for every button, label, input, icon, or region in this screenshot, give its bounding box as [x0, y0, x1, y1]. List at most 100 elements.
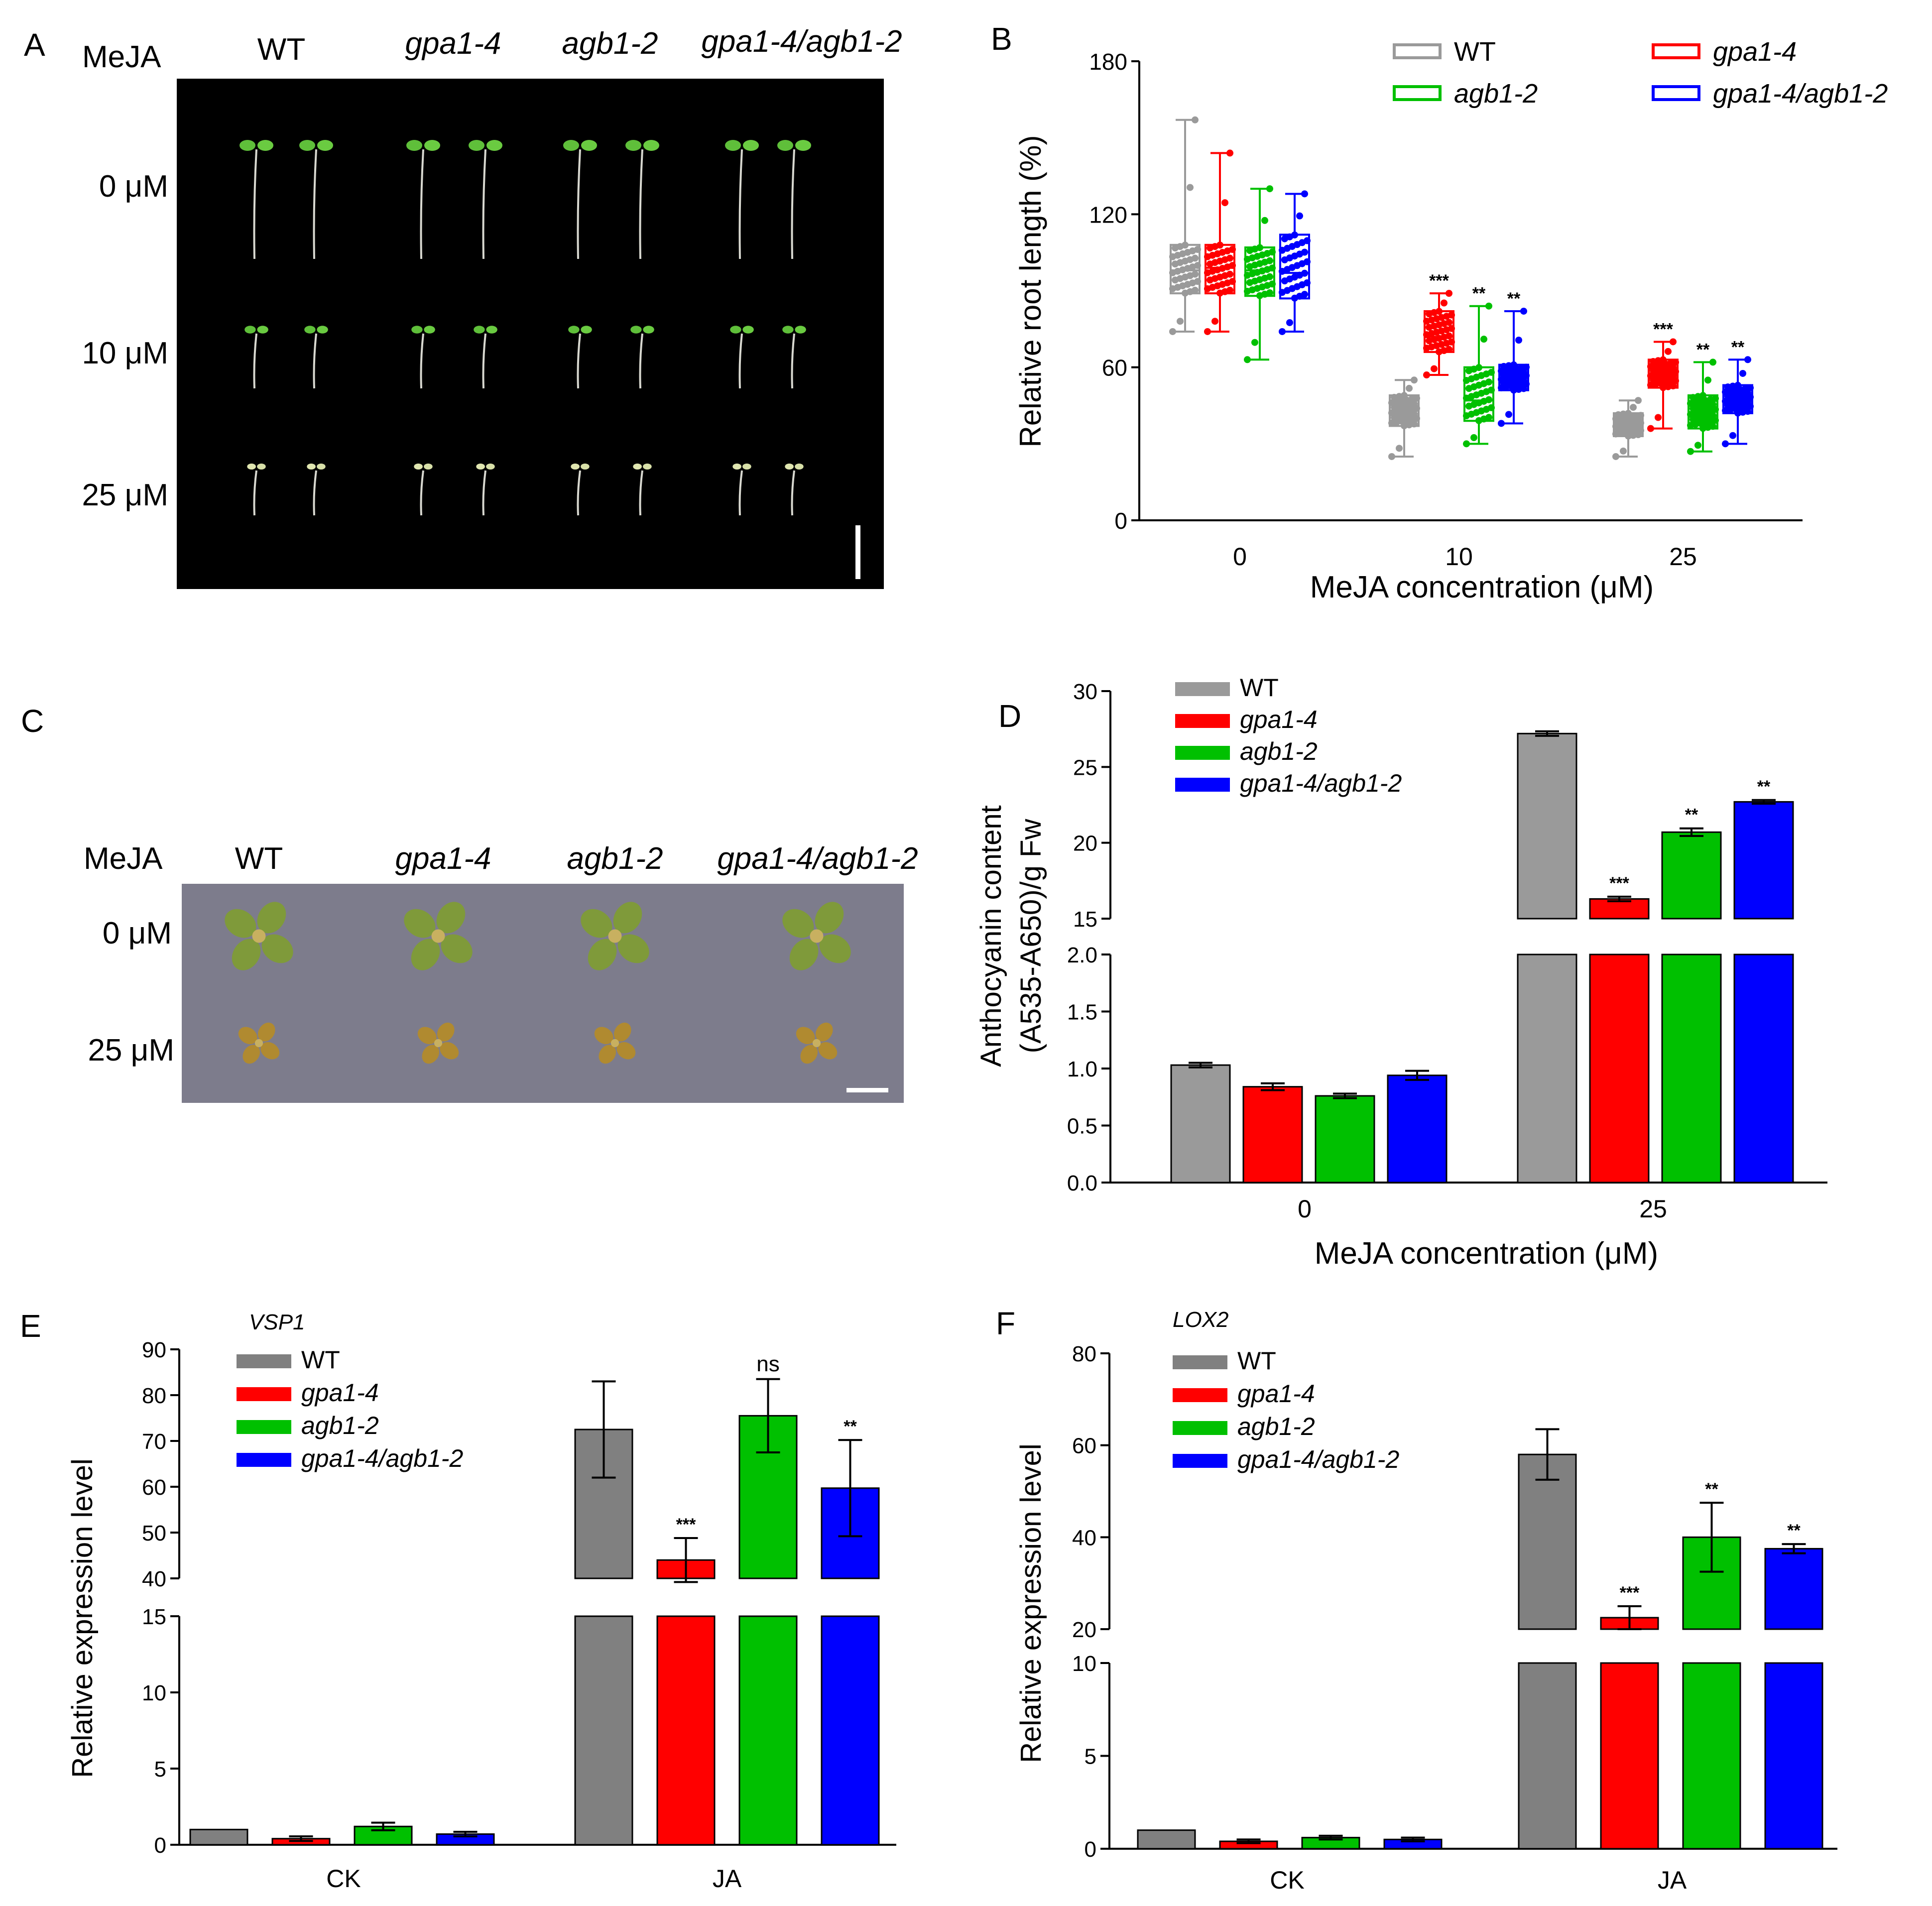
y-tick-label: 2.0: [1067, 943, 1097, 967]
legend-label-agb1-2: agb1-2: [1454, 79, 1538, 109]
y-tick-label: 0.0: [1067, 1171, 1097, 1195]
data-point: [1463, 412, 1470, 420]
legend-swatch-gpa1-4-agb1-2: [1175, 778, 1230, 792]
data-point: [1463, 440, 1470, 448]
rosette-center: [254, 1039, 263, 1048]
x-tick-label: 10: [1445, 543, 1473, 571]
data-point: [1169, 328, 1176, 335]
y-tick-label: 30: [1073, 680, 1097, 704]
data-point: [1244, 356, 1251, 363]
legend-label-gpa1-4: gpa1-4: [1713, 37, 1797, 67]
y-tick-label: 0: [1114, 508, 1127, 534]
data-point: [1463, 394, 1470, 402]
seedling: [563, 140, 597, 259]
legend-swatch-gpa1-4: [1175, 714, 1230, 728]
y-tick-label: 5: [154, 1757, 166, 1782]
significance-label: ***: [1429, 271, 1449, 290]
seedling: [469, 140, 502, 259]
seedling: [782, 326, 806, 389]
rosette-leaf: [232, 939, 261, 970]
seedling-root: [253, 470, 257, 516]
data-point: [1655, 414, 1662, 421]
legend-swatch-wt: [1393, 43, 1442, 59]
significance-label: **: [1705, 1480, 1718, 1499]
y-tick-label: 70: [142, 1430, 166, 1454]
rosette-center: [810, 929, 824, 943]
legend-label-gpa1-4-agb1-2: gpa1-4/agb1-2: [1713, 79, 1888, 109]
seedling-root: [738, 470, 743, 516]
seedling-root: [420, 333, 424, 389]
seedling-leaf: [630, 326, 642, 334]
panel-a-col-double: gpa1-4/agb1-2: [701, 24, 902, 59]
data-point: [1505, 411, 1512, 418]
legend-label-wt: WT: [1237, 1347, 1276, 1375]
data-point: [1729, 432, 1736, 439]
panel-a-row-10: 10 μM: [82, 336, 168, 370]
seedling-leaf: [411, 326, 423, 334]
data-point: [1301, 190, 1308, 198]
panel-a: MeJA WT gpa1-4 agb1-2 gpa1-4/agb1-2 0 μM…: [82, 24, 902, 589]
bar-gpa1-4-25: [1589, 895, 1650, 1184]
seedling-leaf: [424, 463, 433, 470]
seedling: [732, 463, 751, 516]
data-point: [1485, 302, 1492, 310]
seedling-leaf: [304, 326, 316, 334]
y-tick-label: 5: [1085, 1745, 1096, 1769]
rosette: [581, 902, 649, 970]
data-point: [1709, 358, 1716, 366]
data-point: [1687, 448, 1694, 455]
data-point: [1216, 289, 1223, 297]
bar-wt-0: [1170, 1062, 1231, 1184]
seedling-root: [420, 149, 424, 259]
bar-upper-part: [1518, 1453, 1577, 1630]
data-point: [1256, 292, 1263, 299]
bar-wt-ck: [1137, 1829, 1196, 1850]
legend-label-wt: WT: [1240, 674, 1279, 702]
data-point: [1279, 289, 1286, 296]
seedling: [476, 463, 495, 516]
box-gpa1-4-10: [1423, 290, 1455, 379]
data-point: [1221, 199, 1228, 207]
rosette-leaf: [789, 939, 819, 970]
legend-swatch-agb1-2: [1173, 1421, 1227, 1435]
data-point: [1498, 420, 1505, 427]
panel-a-col-wt: WT: [257, 32, 305, 67]
bar-lower-part: [1764, 1662, 1823, 1850]
data-point: [1172, 276, 1179, 284]
bar-wt-ja: [1518, 1428, 1577, 1850]
y-tick-label: 0.5: [1067, 1114, 1097, 1139]
seedling: [299, 140, 333, 259]
rosette-leaf: [588, 939, 617, 970]
x-axis-label: MeJA concentration (μM): [1310, 570, 1654, 604]
rosette-leaf: [613, 1022, 631, 1042]
seedling-root: [313, 149, 317, 259]
data-point: [1625, 432, 1632, 440]
seedling-leaf: [424, 326, 435, 334]
bar-gpa1-4-0: [1242, 1082, 1303, 1184]
seedling: [474, 326, 497, 389]
rosette-leaf: [819, 934, 851, 963]
bar: [1315, 1095, 1375, 1184]
bar-gpa1-4-agb1-2-25: [1733, 799, 1794, 1184]
rosette-center: [608, 929, 622, 943]
data-point: [1169, 285, 1176, 292]
rosette-center: [434, 1039, 443, 1048]
y-tick-label: 1.0: [1067, 1057, 1097, 1081]
seedling-leaf: [240, 140, 255, 151]
y-axis-label: Relative expression level: [66, 1458, 99, 1778]
rosette-leaf: [599, 1045, 616, 1064]
rosette-leaf: [782, 909, 814, 938]
data-point: [1261, 217, 1268, 224]
bar-agb1-2-ja: [738, 1378, 798, 1846]
bar-lower-part: [1589, 953, 1650, 1184]
data-point: [1612, 430, 1619, 438]
bar-agb1-2-25: [1661, 827, 1722, 1184]
seedling-root: [791, 149, 795, 259]
seedling-leaf: [406, 140, 422, 151]
data-point: [1423, 331, 1430, 339]
rosette-center: [812, 1039, 821, 1048]
significance-label: ns: [756, 1352, 779, 1376]
data-point: [1204, 253, 1211, 260]
